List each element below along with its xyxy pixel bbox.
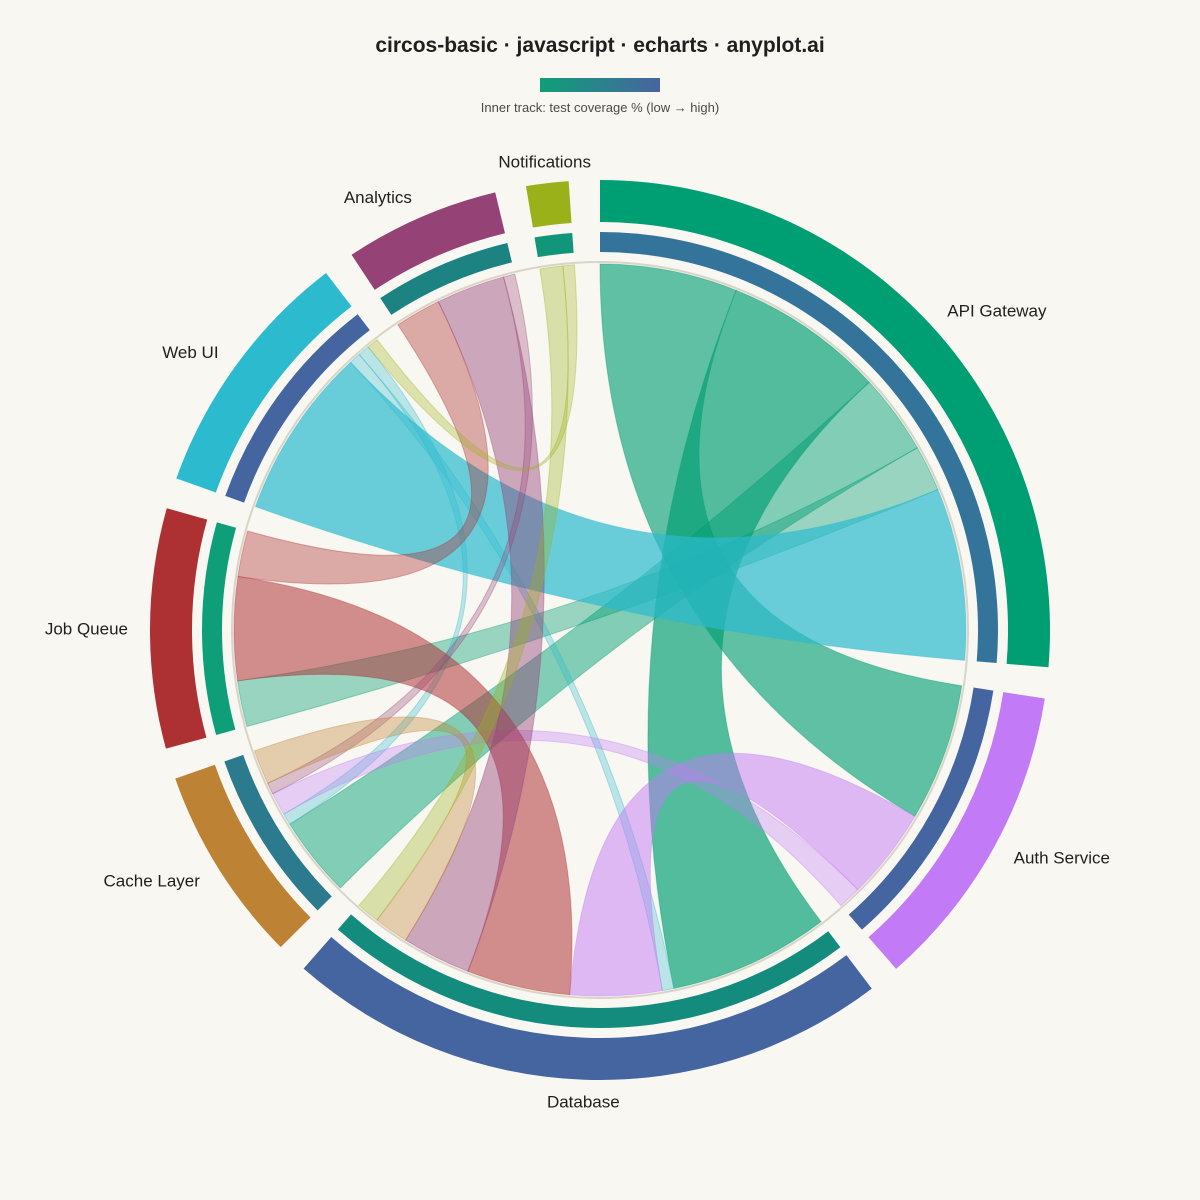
ribbon-boundary-ring xyxy=(231,261,969,999)
segment-label-api-gateway: API Gateway xyxy=(947,301,1047,320)
coverage-legend-bar xyxy=(540,78,660,92)
segment-arc-job-queue[interactable] xyxy=(150,508,208,749)
segment-label-database: Database xyxy=(547,1093,620,1112)
segment-arc-web-ui[interactable] xyxy=(176,273,352,493)
ribbon-cache-layer-to-database[interactable] xyxy=(253,716,476,941)
ribbon-analytics-to-cache-layer[interactable] xyxy=(266,273,533,795)
segment-label-web-ui: Web UI xyxy=(162,343,218,362)
segment-label-auth-service: Auth Service xyxy=(1014,848,1110,867)
segment-arc-auth-service[interactable] xyxy=(868,692,1045,969)
segment-label-cache-layer: Cache Layer xyxy=(104,871,201,890)
coverage-track xyxy=(202,232,999,1029)
segment-labels: API Gateway Auth Service Database Cache Lay… xyxy=(45,152,1110,1111)
segment-arc-database[interactable] xyxy=(303,936,872,1081)
coverage-legend-label: Inner track: test coverage % (low → high… xyxy=(481,100,719,115)
ribbon-api-gateway-to-database[interactable] xyxy=(647,289,871,990)
ribbon-layer xyxy=(233,263,967,997)
coverage-arc-database xyxy=(337,914,841,1029)
segment-label-notifications: Notifications xyxy=(498,152,591,171)
coverage-arc-cache-layer xyxy=(224,754,332,911)
segment-arc-cache-layer[interactable] xyxy=(175,764,311,948)
segment-label-analytics: Analytics xyxy=(344,188,412,207)
ribbon-notifications-to-web-ui[interactable] xyxy=(367,264,578,471)
coverage-arc-job-queue xyxy=(202,522,237,735)
segment-arc-api-gateway[interactable] xyxy=(600,180,1050,668)
ribbon-auth-service-to-cache-layer[interactable] xyxy=(272,730,859,907)
coverage-arc-analytics xyxy=(380,242,512,315)
ribbon-web-ui-to-api-gateway[interactable] xyxy=(254,361,967,661)
chart-title: circos-basic · javascript · echarts · an… xyxy=(375,34,824,57)
coverage-arc-notifications xyxy=(534,232,574,258)
segment-label-job-queue: Job Queue xyxy=(45,619,128,638)
ribbon-notifications-to-database[interactable] xyxy=(358,265,569,921)
ribbon-auth-service-to-database[interactable] xyxy=(569,753,916,997)
coverage-arc-auth-service xyxy=(848,687,994,930)
segment-arc-notifications[interactable] xyxy=(525,181,572,228)
ribbon-web-ui-to-cache-layer[interactable] xyxy=(283,346,468,825)
coverage-arc-web-ui xyxy=(225,314,370,503)
ribbon-job-queue-to-database[interactable] xyxy=(233,575,573,996)
ribbon-job-queue-to-analytics[interactable] xyxy=(237,301,489,585)
ribbon-analytics-to-database[interactable] xyxy=(404,276,545,972)
segment-ring xyxy=(150,180,1050,1081)
segment-arc-analytics[interactable] xyxy=(351,192,505,290)
ribbon-web-ui-to-database[interactable] xyxy=(349,353,675,992)
